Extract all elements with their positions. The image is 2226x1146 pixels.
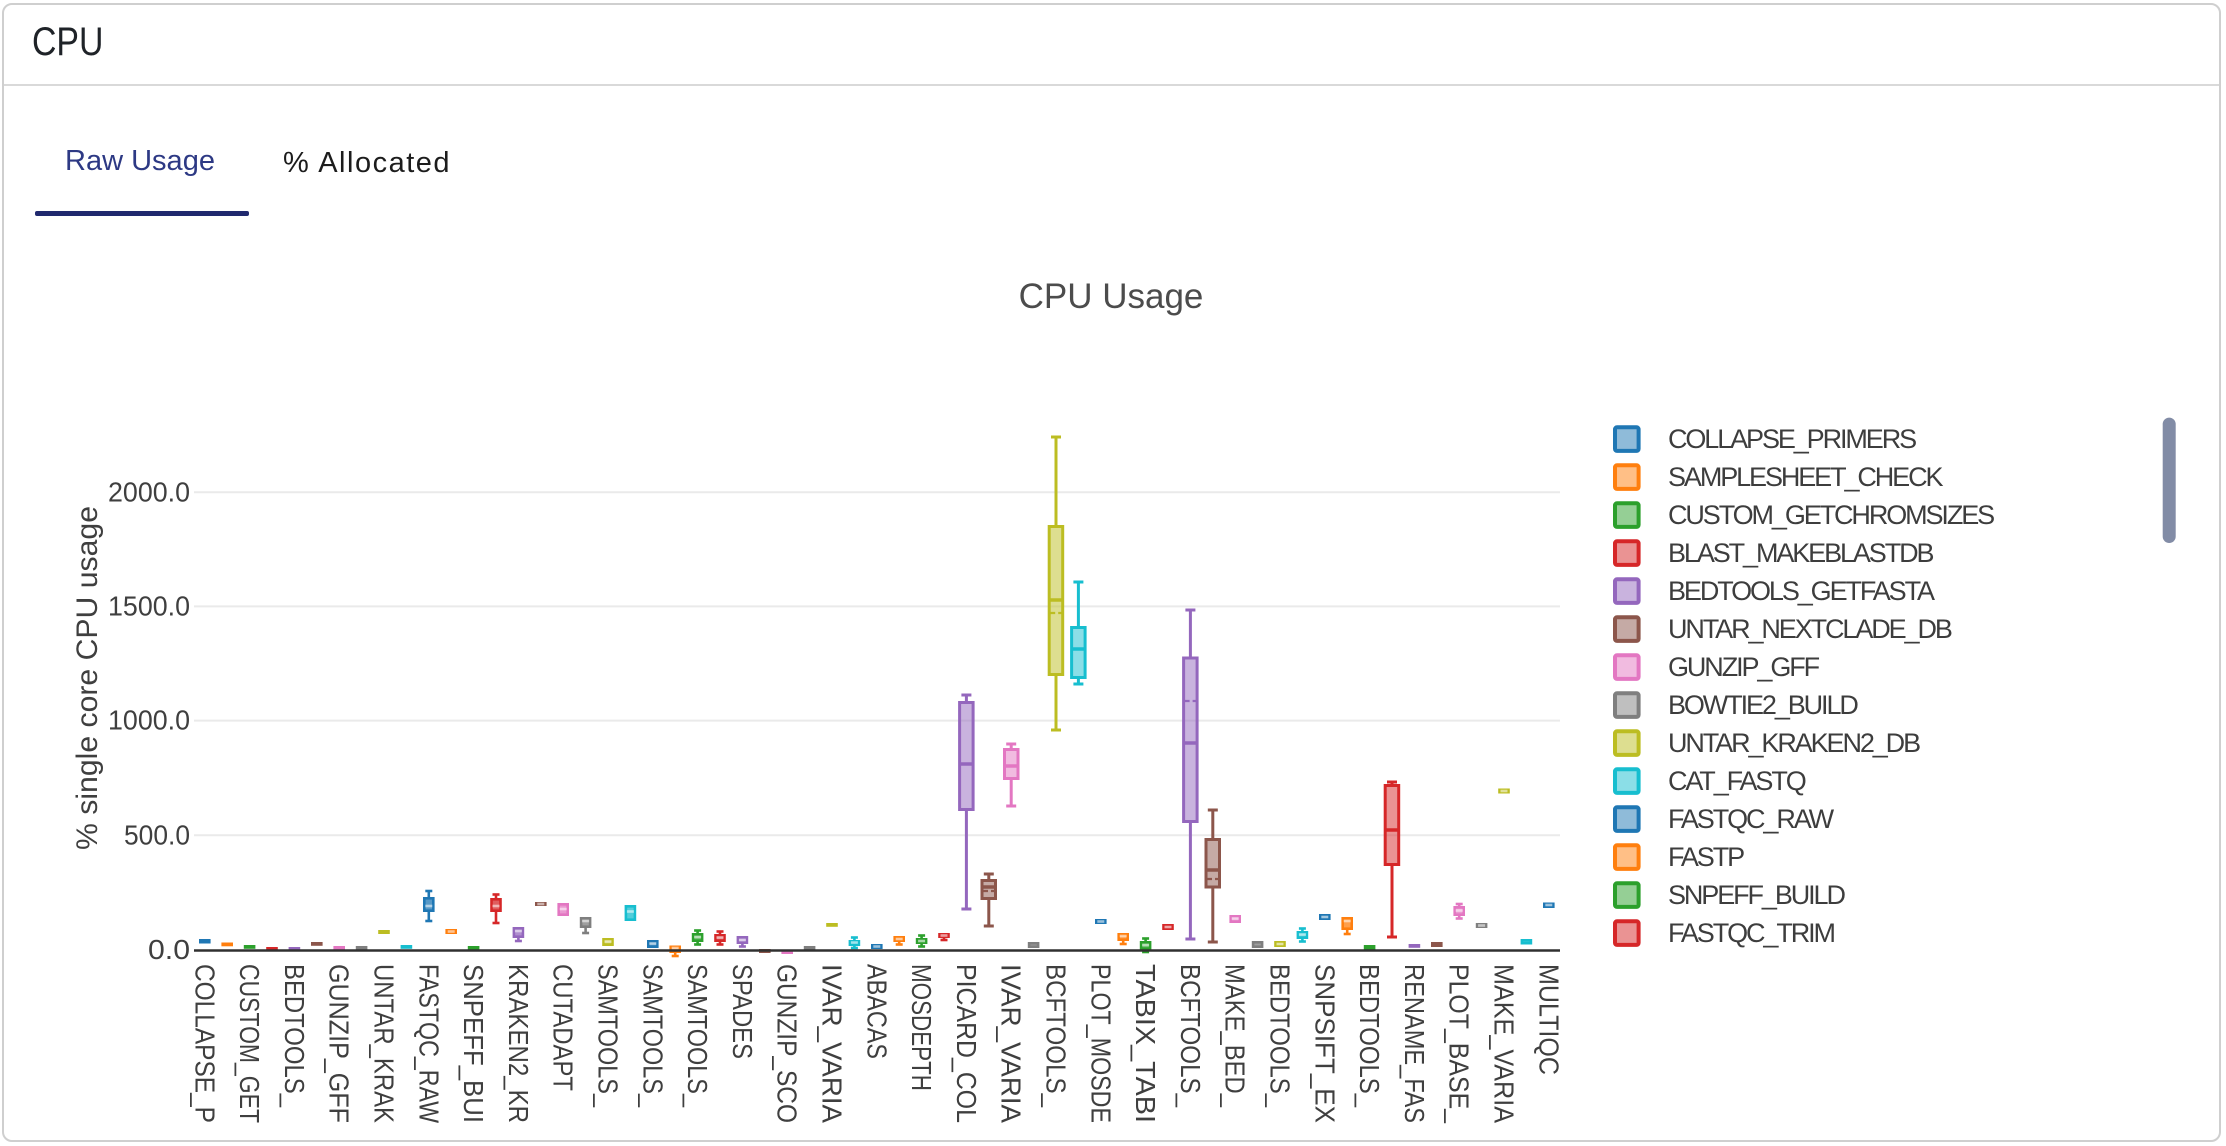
svg-text:BOWTIE2_BUILD: BOWTIE2_BUILD — [1668, 690, 1858, 720]
svg-text:SAMTOOLS_: SAMTOOLS_ — [593, 964, 624, 1107]
svg-text:MAKE_VARIA: MAKE_VARIA — [1489, 964, 1520, 1123]
svg-text:1500.0: 1500.0 — [108, 590, 190, 621]
svg-text:2000.0: 2000.0 — [108, 476, 190, 507]
svg-text:500.0: 500.0 — [124, 819, 190, 850]
svg-text:BEDTOOLS_GETFASTA: BEDTOOLS_GETFASTA — [1668, 576, 1935, 606]
svg-text:CPU Usage: CPU Usage — [1019, 277, 1204, 316]
svg-text:TABIX_TABI: TABIX_TABI — [1130, 964, 1161, 1123]
svg-text:GUNZIP_GFF: GUNZIP_GFF — [1668, 652, 1820, 682]
svg-text:GUNZIP_GFF: GUNZIP_GFF — [324, 964, 355, 1123]
svg-text:BEDTOOLS_: BEDTOOLS_ — [279, 964, 310, 1107]
svg-text:CUSTOM_GET: CUSTOM_GET — [234, 964, 265, 1123]
svg-text:SAMPLESHEET_CHECK: SAMPLESHEET_CHECK — [1668, 462, 1943, 492]
svg-text:BEDTOOLS_: BEDTOOLS_ — [1265, 964, 1296, 1107]
svg-text:UNTAR_KRAK: UNTAR_KRAK — [369, 964, 400, 1123]
svg-text:BLAST_MAKEBLASTDB: BLAST_MAKEBLASTDB — [1668, 538, 1934, 568]
svg-text:COLLAPSE_PRIMERS: COLLAPSE_PRIMERS — [1668, 424, 1916, 454]
svg-text:SNPEFF_BUI: SNPEFF_BUI — [458, 964, 489, 1123]
svg-text:FASTQC_RAW: FASTQC_RAW — [413, 964, 444, 1123]
svg-text:BCFTOOLS_: BCFTOOLS_ — [1175, 964, 1206, 1107]
svg-text:SAMTOOLS_: SAMTOOLS_ — [637, 964, 668, 1107]
svg-text:IVAR_VARIA: IVAR_VARIA — [817, 964, 848, 1123]
svg-text:KRAKEN2_KR: KRAKEN2_KR — [503, 964, 534, 1123]
svg-text:CAT_FASTQ: CAT_FASTQ — [1668, 766, 1806, 796]
svg-text:CUSTOM_GETCHROMSIZES: CUSTOM_GETCHROMSIZES — [1668, 500, 1994, 530]
svg-text:MAKE_BED_: MAKE_BED_ — [1220, 964, 1251, 1107]
svg-text:MOSDEPTH: MOSDEPTH — [906, 964, 937, 1091]
svg-text:PLOT_BASE_: PLOT_BASE_ — [1444, 964, 1475, 1123]
svg-text:COLLAPSE_P: COLLAPSE_P — [189, 964, 220, 1123]
svg-text:FASTQC_RAW: FASTQC_RAW — [1668, 804, 1835, 834]
svg-text:SNPSIFT_EX: SNPSIFT_EX — [1309, 964, 1340, 1123]
svg-text:FASTQC_TRIM: FASTQC_TRIM — [1668, 918, 1835, 948]
svg-text:FASTP: FASTP — [1668, 842, 1744, 872]
svg-text:IVAR_VARIA: IVAR_VARIA — [996, 964, 1027, 1123]
svg-text:ABACAS: ABACAS — [861, 964, 892, 1059]
svg-text:UNTAR_KRAKEN2_DB: UNTAR_KRAKEN2_DB — [1668, 728, 1920, 758]
svg-text:BCFTOOLS_: BCFTOOLS_ — [1041, 964, 1072, 1107]
svg-text:MULTIQC: MULTIQC — [1533, 964, 1564, 1075]
svg-text:GUNZIP_SCO: GUNZIP_SCO — [772, 964, 803, 1123]
svg-text:CUTADAPT: CUTADAPT — [548, 964, 579, 1091]
svg-text:PLOT_MOSDE: PLOT_MOSDE — [1085, 964, 1116, 1123]
svg-text:SAMTOOLS_: SAMTOOLS_ — [682, 964, 713, 1107]
svg-text:1000.0: 1000.0 — [108, 705, 190, 736]
svg-text:BEDTOOLS_: BEDTOOLS_ — [1354, 964, 1385, 1107]
svg-text:UNTAR_NEXTCLADE_DB: UNTAR_NEXTCLADE_DB — [1668, 614, 1952, 644]
svg-text:SPADES: SPADES — [727, 964, 758, 1059]
svg-text:SNPEFF_BUILD: SNPEFF_BUILD — [1668, 880, 1845, 910]
svg-text:% single core CPU usage: % single core CPU usage — [71, 506, 104, 850]
svg-text:PICARD_COL: PICARD_COL — [951, 964, 982, 1123]
svg-text:RENAME_FAS: RENAME_FAS — [1399, 964, 1430, 1123]
svg-text:0.0: 0.0 — [148, 934, 190, 965]
